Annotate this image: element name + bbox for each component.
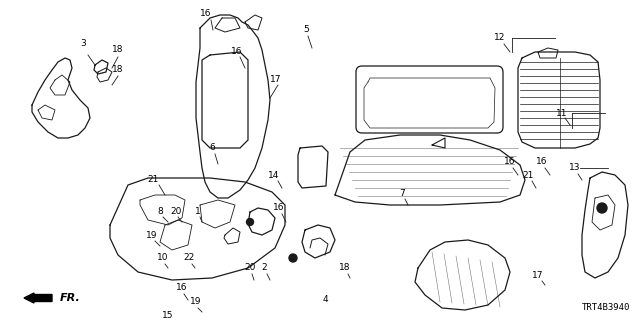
Text: 10: 10	[157, 253, 169, 262]
Text: 18: 18	[339, 263, 351, 273]
Text: 5: 5	[303, 26, 309, 35]
Text: 19: 19	[147, 230, 157, 239]
Text: FR.: FR.	[60, 293, 81, 303]
Text: 17: 17	[532, 270, 544, 279]
Text: 11: 11	[556, 108, 568, 117]
Text: 14: 14	[268, 171, 280, 180]
Text: 20: 20	[170, 206, 182, 215]
Text: 17: 17	[270, 75, 282, 84]
Text: 6: 6	[209, 143, 215, 153]
Text: 16: 16	[231, 46, 243, 55]
Text: 18: 18	[112, 45, 124, 54]
FancyArrow shape	[24, 293, 52, 303]
Text: 16: 16	[200, 10, 212, 19]
Text: 21: 21	[147, 175, 159, 185]
Text: 19: 19	[190, 298, 202, 307]
Text: 4: 4	[322, 295, 328, 305]
Text: 1: 1	[195, 206, 201, 215]
Circle shape	[289, 254, 297, 262]
Text: 15: 15	[163, 310, 173, 319]
Circle shape	[597, 203, 607, 213]
Text: 18: 18	[112, 65, 124, 74]
Text: TRT4B3940: TRT4B3940	[582, 303, 630, 312]
Text: 21: 21	[522, 171, 534, 180]
Text: 20: 20	[244, 263, 256, 273]
Circle shape	[246, 219, 253, 226]
Text: 16: 16	[273, 204, 285, 212]
Text: 12: 12	[494, 34, 506, 43]
Text: 16: 16	[504, 157, 516, 166]
Text: 16: 16	[536, 157, 548, 166]
Text: 3: 3	[80, 39, 86, 49]
Text: 7: 7	[399, 188, 405, 197]
Text: 8: 8	[157, 206, 163, 215]
Text: 13: 13	[569, 164, 580, 172]
Text: 2: 2	[261, 263, 267, 273]
Text: 22: 22	[184, 253, 195, 262]
Text: 16: 16	[176, 284, 188, 292]
